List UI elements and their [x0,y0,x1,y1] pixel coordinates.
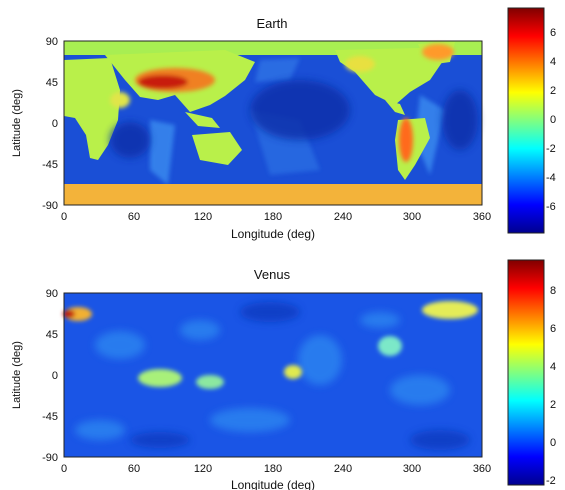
earth-ytick: -90 [42,200,58,212]
venus-xtick: 0 [61,463,67,475]
earth-map [63,40,483,206]
earth-xtick: 0 [61,211,67,223]
venus-y-axis: 90 45 0 -45 -90 Latitude (deg) [11,288,58,464]
venus-cbar-tick: 6 [550,323,556,335]
earth-panel: Earth [11,7,556,241]
earth-y-axis: 90 45 0 -45 -90 Latitude (deg) [11,36,58,212]
earth-deep-ocean [110,80,478,158]
venus-ytick: 45 [46,329,58,341]
earth-cbar-tick: -4 [546,172,556,184]
venus-ytick: -90 [42,452,58,464]
earth-cbar-tick: 0 [550,114,556,126]
earth-colorbar: 6 4 2 0 -2 -4 -6 [507,7,556,234]
earth-xtick: 300 [403,211,421,223]
venus-cbar-tick: -2 [546,475,556,487]
venus-xtick: 60 [128,463,140,475]
venus-panel: Venus [11,259,556,490]
earth-xtick: 360 [473,211,491,223]
earth-xtick: 180 [264,211,282,223]
venus-colorbar: 8 6 4 2 0 -2 [507,259,556,487]
venus-colorbar-scale [507,259,545,486]
venus-xtick: 180 [264,463,282,475]
earth-ytick: 45 [46,77,58,89]
earth-cbar-tick: 2 [550,85,556,97]
venus-ytick: 90 [46,288,58,300]
venus-xtick: 240 [334,463,352,475]
venus-ylabel: Latitude (deg) [11,341,23,409]
earth-ytick: 90 [46,36,58,48]
venus-ytick: -45 [42,411,58,423]
venus-basins [130,302,470,450]
venus-cbar-tick: 4 [550,361,556,373]
earth-ylabel: Latitude (deg) [11,89,23,157]
venus-xlabel: Longitude (deg) [231,478,315,490]
venus-title: Venus [254,267,291,282]
venus-ytick: 0 [52,370,58,382]
venus-highlands [63,301,478,389]
venus-xtick: 120 [194,463,212,475]
venus-cbar-tick: 0 [550,437,556,449]
earth-x-axis: 0 60 120 180 240 300 360 Longitude (deg) [61,211,491,241]
earth-highlands [110,44,454,162]
earth-xtick: 120 [194,211,212,223]
venus-x-axis: 0 60 120 180 240 300 360 Longitude (deg) [61,463,491,490]
earth-xtick: 60 [128,211,140,223]
earth-ytick: 0 [52,118,58,130]
earth-xlabel: Longitude (deg) [231,227,315,241]
venus-xtick: 300 [403,463,421,475]
venus-map [63,292,483,458]
earth-title: Earth [256,16,287,31]
earth-plot-frame [63,40,483,206]
earth-cbar-tick: 6 [550,27,556,39]
venus-cbar-tick: 2 [550,399,556,411]
earth-xtick: 240 [334,211,352,223]
earth-cbar-tick: -6 [546,201,556,213]
earth-cbar-tick: -2 [546,143,556,155]
earth-ytick: -45 [42,159,58,171]
earth-colorbar-scale [507,7,545,234]
earth-cbar-tick: 4 [550,56,556,68]
venus-plot-frame [63,292,483,458]
venus-plains [75,312,450,440]
venus-cbar-tick: 8 [550,285,556,297]
venus-xtick: 360 [473,463,491,475]
